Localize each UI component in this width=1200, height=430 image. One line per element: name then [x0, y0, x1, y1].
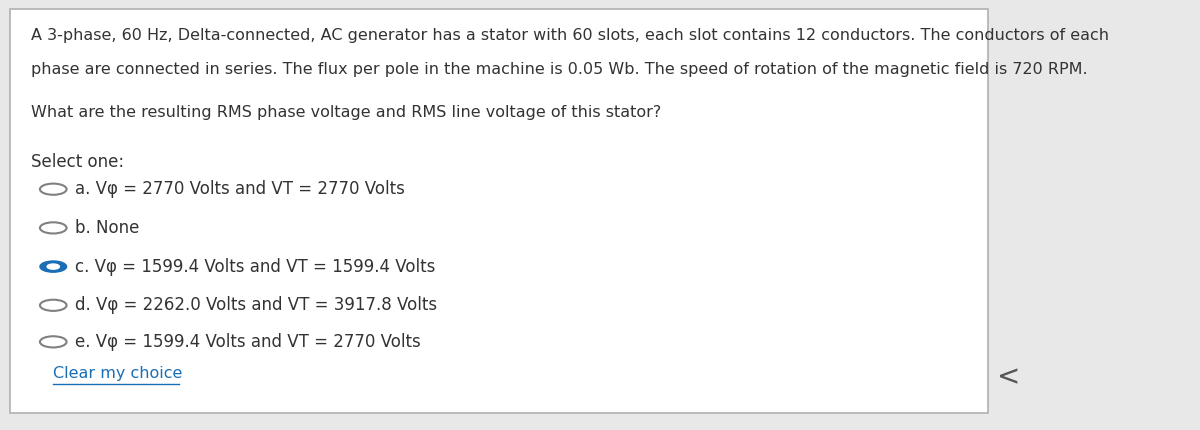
Text: A 3-phase, 60 Hz, Delta-connected, AC generator has a stator with 60 slots, each: A 3-phase, 60 Hz, Delta-connected, AC ge… — [31, 28, 1109, 43]
Text: c. Vφ = 1599.4 Volts and VT = 1599.4 Volts: c. Vφ = 1599.4 Volts and VT = 1599.4 Vol… — [74, 258, 436, 276]
Text: <: < — [997, 363, 1021, 391]
Text: Clear my choice: Clear my choice — [53, 366, 182, 381]
Text: a. Vφ = 2770 Volts and VT = 2770 Volts: a. Vφ = 2770 Volts and VT = 2770 Volts — [74, 180, 404, 198]
Text: d. Vφ = 2262.0 Volts and VT = 3917.8 Volts: d. Vφ = 2262.0 Volts and VT = 3917.8 Vol… — [74, 296, 437, 314]
Circle shape — [40, 261, 66, 272]
Text: What are the resulting RMS phase voltage and RMS line voltage of this stator?: What are the resulting RMS phase voltage… — [31, 105, 661, 120]
Text: Select one:: Select one: — [31, 153, 124, 171]
FancyBboxPatch shape — [11, 9, 989, 413]
Text: b. None: b. None — [74, 219, 139, 237]
Text: phase are connected in series. The flux per pole in the machine is 0.05 Wb. The : phase are connected in series. The flux … — [31, 62, 1087, 77]
Text: e. Vφ = 1599.4 Volts and VT = 2770 Volts: e. Vφ = 1599.4 Volts and VT = 2770 Volts — [74, 333, 420, 351]
Circle shape — [47, 264, 59, 269]
